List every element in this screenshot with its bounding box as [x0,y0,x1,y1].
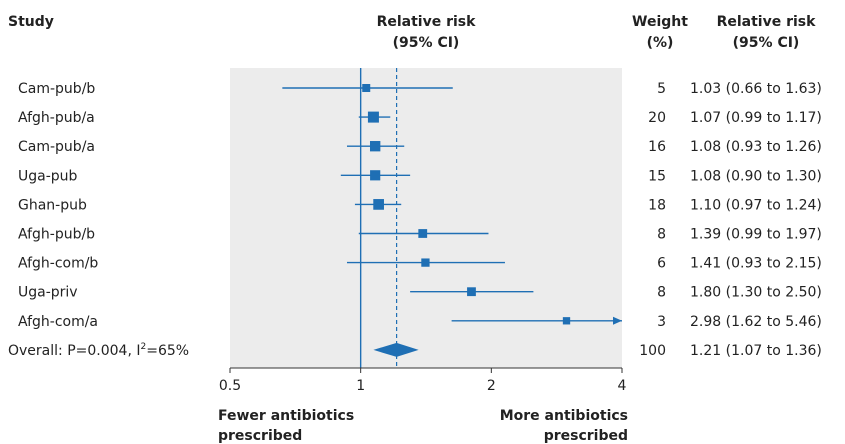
ci-text-8: 1.80 (1.30 to 2.50) [690,285,822,301]
header-rr-text-line1: Relative risk [717,14,817,30]
header-weight-line2: (%) [647,35,674,51]
ci-text-2: 1.07 (0.99 to 1.17) [690,110,822,126]
study-name-4: Uga-pub [18,168,78,184]
point-estimate-9 [562,317,571,325]
weight-9: 3 [657,314,666,330]
ci-text-6: 1.39 (0.99 to 1.97) [690,227,822,243]
ci-text-4: 1.08 (0.90 to 1.30) [690,168,822,184]
weight-1: 5 [657,81,666,97]
point-estimate-4 [370,170,381,181]
study-name-5: Ghan-pub [18,197,87,213]
overall-label-prefix: Overall: P=0.004, I [8,343,140,359]
weight-6: 8 [657,227,666,243]
point-estimate-7 [421,258,430,267]
header-rr-text-line2: (95% CI) [733,35,800,51]
axis-note-left-line1: Fewer antibiotics [218,408,354,424]
header-rr-plot-line1: Relative risk [377,14,477,30]
weight-7: 6 [657,256,666,272]
ci-text-5: 1.10 (0.97 to 1.24) [690,197,822,213]
header-rr-plot-line2: (95% CI) [393,35,460,51]
x-tick-label-2: 1 [356,378,365,394]
study-name-1: Cam-pub/b [18,81,95,97]
ci-arrow-9 [613,316,622,325]
weight-2: 20 [648,110,666,126]
weight-4: 15 [648,168,666,184]
axis-note-right-line2: prescribed [544,428,628,444]
point-estimate-3 [369,141,381,152]
point-estimate-1 [362,84,371,92]
study-name-2: Afgh-pub/a [18,110,95,126]
axis-note-left-line2: prescribed [218,428,302,444]
point-estimate-8 [467,287,476,297]
ci-text-3: 1.08 (0.93 to 1.26) [690,139,822,155]
weight-8: 8 [657,285,666,301]
study-name-8: Uga-priv [18,285,78,301]
header-weight-line1: Weight [632,14,688,30]
plot-panel [230,68,622,368]
x-tick-label-1: 0.5 [219,378,241,394]
ci-text-9: 2.98 (1.62 to 5.46) [690,314,822,330]
overall-diamond [373,342,419,357]
overall-label: Overall: P=0.004, I2=65% [8,342,189,359]
overall-label-suffix: =65% [146,343,189,359]
point-estimate-2 [367,111,379,123]
ci-text-1: 1.03 (0.66 to 1.63) [690,81,822,97]
study-name-7: Afgh-com/b [18,256,98,272]
overall-weight: 100 [639,343,666,359]
ci-text-7: 1.41 (0.93 to 2.15) [690,256,822,272]
axis-note-right-line1: More antibiotics [500,408,628,424]
point-estimate-6 [418,229,428,238]
overall-label-sup: 2 [140,342,146,352]
chart-marks: Cam-pub/b 5 1.03 (0.66 to 1.63) Afgh-pub/a 2… [18,68,822,394]
header-study: Study [8,14,54,30]
overall-ci-text: 1.21 (1.07 to 1.36) [690,343,822,359]
study-name-9: Afgh-com/a [18,314,98,330]
x-tick-label-3: 2 [487,378,496,394]
point-estimate-5 [373,199,384,210]
weight-3: 16 [648,139,666,155]
study-name-3: Cam-pub/a [18,139,95,155]
weight-5: 18 [648,197,666,213]
study-name-6: Afgh-pub/b [18,227,95,243]
x-tick-label-4: 4 [618,378,627,394]
